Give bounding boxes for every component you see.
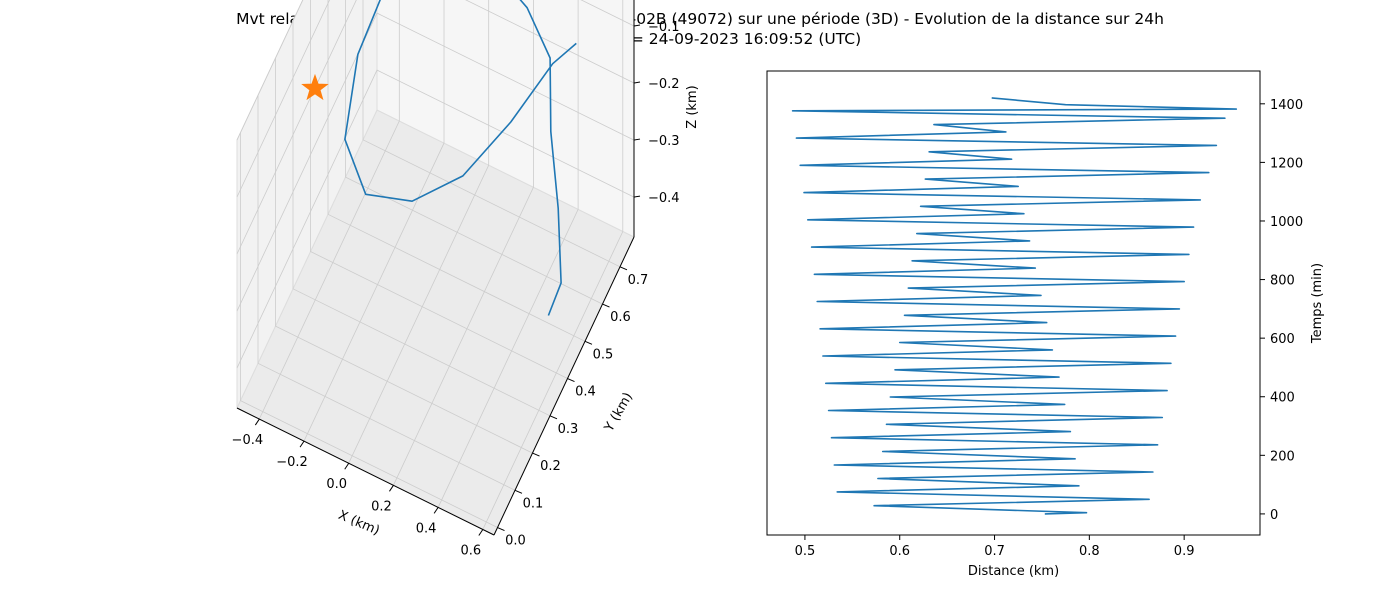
x-tick-label: 0.5 [795,544,816,559]
x-tick [299,440,305,448]
plot-3d-trajectory: −0.4 −0.2 0.0 0.2 0.4 0.6 0.0 0.1 0.2 0.3 0.4 0.5 0.… [232,0,700,558]
y-tick-label: 0 [1270,508,1278,523]
x-tick [389,485,394,492]
z-tick [633,138,641,141]
grid-line-y [257,95,516,491]
y-tick-label: 0.3 [558,422,579,437]
y-tick-label: 800 [1270,274,1295,289]
grid-line-x [437,0,579,508]
x-tick-label: 0.8 [1079,544,1100,559]
x-tick-label: 0.7 [984,544,1005,559]
x-tick [433,507,439,514]
grid-line-z [236,12,635,312]
z-tick-label: −0.1 [648,20,680,35]
y-tick [567,378,575,383]
grid-line-y [240,132,498,528]
y-axis-label: Y (km) [601,390,636,435]
y-tick-label: 400 [1270,391,1295,406]
plot-frame [766,70,1261,536]
grid-line-y [345,0,603,305]
x-tick-label: 0.6 [889,544,910,559]
left-pane [236,0,378,409]
grid-line-z [236,0,635,198]
z-axis-label: Z (km) [685,85,700,128]
y-tick-label: 0.7 [628,273,649,288]
grid-line-y [362,0,621,268]
star-marker [301,73,329,101]
plot-distance-vs-time: 0.5 0.6 0.7 0.8 0.9 0 200 400 600 800 1000 1200 1400… [766,70,1325,579]
x-tick [478,529,484,536]
x-axis-line [236,407,495,536]
grid-line-y [310,0,568,379]
grid-line-y [292,20,551,417]
y-tick-label: 600 [1270,332,1295,347]
grid-line-x [258,0,400,420]
grid-line-x [482,0,624,530]
x-tick-label: −0.2 [276,455,308,470]
back-pane [376,0,635,238]
y-tick-label: 0.2 [540,459,561,474]
x-tick-label: 0.4 [416,521,437,536]
y-tick [497,527,505,532]
x-tick [254,418,260,426]
y-tick-label: 1200 [1270,156,1303,171]
grid-line-x [393,0,534,486]
grid-line-z [236,0,635,255]
y-tick [619,266,628,271]
grid-line-y [275,58,533,454]
trajectory-line [344,0,577,316]
y-tick [549,415,558,420]
y-tick-label: 0.6 [610,310,631,325]
y-tick-label: 0.1 [523,496,544,511]
y-tick-label: 0.5 [593,347,614,362]
y-tick-label: 0.0 [505,534,526,549]
z-tick-label: −0.4 [648,191,680,206]
y-tick [532,452,540,457]
x-tick-label: 0.2 [371,499,392,514]
y-tick-label: 1400 [1270,98,1303,113]
z-tick-label: −0.3 [648,134,680,149]
y-axis-line [493,236,635,536]
x-tick-label: 0.9 [1174,544,1195,559]
y-tick [584,340,593,345]
z-tick [633,24,641,27]
y-tick [602,303,610,308]
grid-line-x [348,0,490,464]
y-tick-label: 1000 [1270,215,1303,230]
z-tick-label: −0.2 [648,77,680,92]
y-axis-label: Temps (min) [1310,263,1325,344]
z-tick [633,81,641,84]
y-tick [514,489,523,494]
grid-line-z [236,0,304,141]
x-tick-label: −0.4 [232,433,264,448]
grid-line-z [236,69,635,369]
grid-line-y [327,0,586,342]
grid-line-x [303,0,445,442]
x-axis-label: Distance (km) [968,564,1059,579]
x-tick [344,462,350,470]
y-tick-label: 0.4 [575,385,596,400]
z-tick [633,195,641,198]
x-tick-label: 0.6 [460,543,481,558]
y-tick-label: 200 [1270,449,1295,464]
x-tick-label: 0.0 [326,477,347,492]
distance-line [791,97,1238,515]
